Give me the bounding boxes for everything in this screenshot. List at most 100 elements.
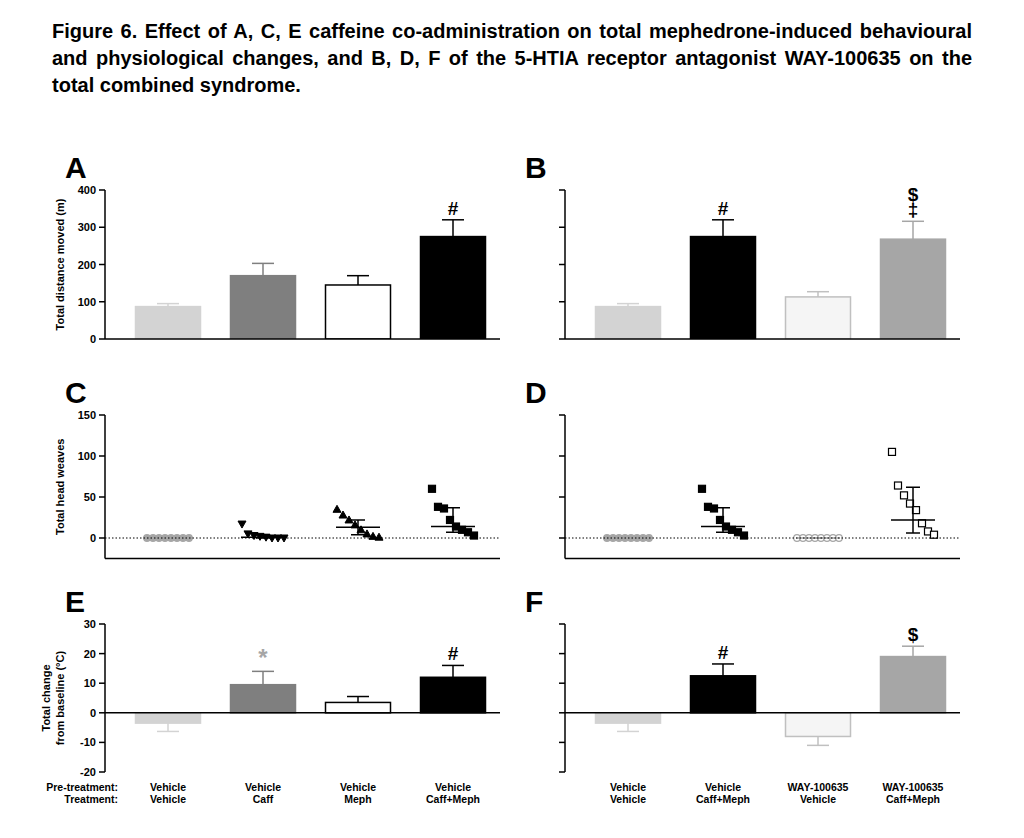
bar — [326, 285, 391, 339]
row-label: Treatment: — [64, 793, 118, 805]
y-tick-label: 10 — [84, 677, 96, 689]
y-tick — [99, 264, 105, 266]
panel-e: E-20-100102030Total changefrom baseline … — [40, 585, 500, 805]
y-tick — [99, 301, 105, 303]
error-stem — [357, 520, 359, 535]
error-bar — [157, 723, 179, 731]
bar — [691, 237, 756, 339]
y-tick — [559, 227, 565, 229]
error-bar — [347, 276, 369, 285]
marks — [596, 220, 946, 339]
annotation: ‡ — [908, 199, 919, 220]
y-axis-title: Total distance moved (m) — [54, 198, 66, 330]
x-tick-label: Vehicle — [340, 781, 376, 793]
error-cap — [252, 263, 274, 265]
error-bar — [442, 665, 464, 677]
zero-line — [105, 712, 500, 714]
y-tick — [559, 682, 565, 684]
y-tick — [559, 189, 565, 191]
error-stem — [262, 671, 264, 684]
marks — [136, 665, 486, 731]
error-stem — [167, 723, 169, 731]
y-tick — [559, 712, 565, 714]
point — [363, 530, 371, 537]
error-cap — [807, 745, 829, 747]
error-bar — [442, 220, 464, 237]
error-stem — [912, 646, 914, 656]
error-cap — [712, 219, 734, 221]
point — [711, 505, 718, 512]
y-tick — [99, 742, 105, 744]
bar — [691, 676, 756, 713]
panel-label: E — [65, 585, 85, 618]
y-tick — [559, 653, 565, 655]
x-tick-label: WAY-100635 — [788, 781, 849, 793]
error-cap — [712, 663, 734, 665]
bar — [596, 307, 661, 339]
y-tick — [559, 742, 565, 744]
error-cap — [902, 221, 924, 223]
error-cap — [256, 534, 270, 536]
y-axis-title: Total change — [40, 664, 52, 731]
annotation: $ — [908, 624, 919, 645]
error-bar — [807, 736, 829, 745]
y-tick-label: 400 — [78, 184, 96, 196]
error-bar — [157, 304, 179, 307]
x-tick-label: Caff — [253, 793, 274, 805]
y-tick — [559, 414, 565, 416]
y-tick-label: 30 — [84, 618, 96, 630]
x-tick-label: Vehicle — [610, 793, 646, 805]
x-tick-label: Meph — [344, 793, 371, 805]
error-stem — [627, 723, 629, 731]
error-cap — [351, 534, 365, 536]
error-stem — [722, 220, 724, 237]
error-stem — [452, 665, 454, 677]
error-cap — [157, 731, 179, 733]
annotation: # — [448, 643, 459, 664]
error-stem — [357, 697, 359, 703]
y-tick — [559, 623, 565, 625]
x-tick-label: Caff+Meph — [426, 793, 480, 805]
x-tick-label: Vehicle — [150, 781, 186, 793]
bar — [136, 307, 201, 339]
bar — [421, 677, 486, 713]
y-tick-label: 0 — [90, 532, 96, 544]
error-cap — [347, 275, 369, 277]
error-bar — [716, 508, 730, 533]
y-tick — [99, 537, 105, 539]
y-tick-label: 100 — [78, 296, 96, 308]
error-cap — [446, 507, 460, 509]
error-bar — [712, 220, 734, 237]
point — [238, 521, 246, 528]
marks — [604, 448, 938, 541]
error-stem — [357, 276, 359, 285]
y-axis-title: Total head weaves — [54, 439, 66, 535]
y-tick-label: -20 — [80, 766, 96, 778]
y-tick-label: 300 — [78, 221, 96, 233]
zero-line — [565, 538, 960, 539]
x-tick-label: Vehicle — [800, 793, 836, 805]
panel-a: A0100200300400Total distance moved (m)# — [54, 151, 500, 345]
zero-line — [105, 538, 500, 539]
y-tick — [99, 338, 105, 340]
panel-d: D — [525, 376, 960, 559]
panel-label: C — [65, 376, 87, 409]
x-axis — [565, 558, 960, 560]
error-bar — [902, 646, 924, 656]
y-axis — [104, 624, 106, 772]
y-tick — [559, 537, 565, 539]
point — [339, 511, 347, 518]
point — [699, 485, 706, 492]
y-tick-label: 0 — [90, 333, 96, 345]
error-cap — [446, 532, 460, 534]
error-stem — [452, 508, 454, 533]
bar — [421, 237, 486, 339]
x-axis — [105, 558, 500, 560]
y-tick — [99, 227, 105, 229]
x-tick-label: Vehicle — [610, 781, 646, 793]
y-tick — [559, 496, 565, 498]
x-tick-label: WAY-100635 — [883, 781, 944, 793]
marks — [144, 485, 478, 542]
error-bar — [252, 263, 274, 275]
point — [333, 505, 341, 512]
